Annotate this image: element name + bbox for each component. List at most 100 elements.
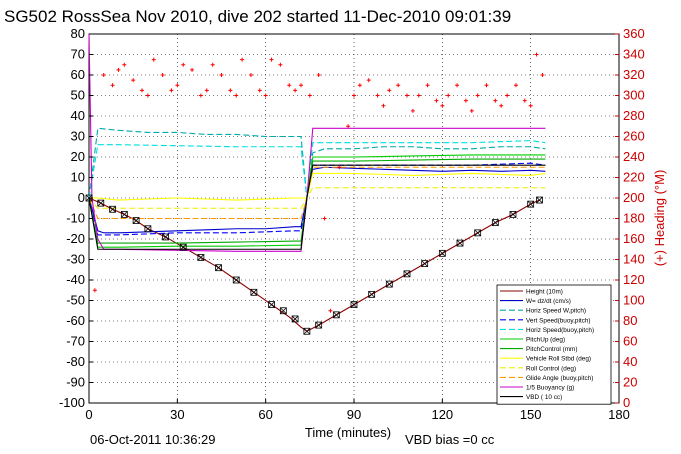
heading-point [387, 88, 392, 93]
legend-label: Horiz Speed W,pitch) [526, 308, 586, 315]
heading-point [528, 103, 533, 108]
series-line [88, 166, 546, 220]
position-marker-box [97, 199, 105, 207]
series-line [88, 187, 546, 209]
right-y-tick-label: 180 [623, 211, 645, 226]
heading-point [169, 88, 174, 93]
position-marker-box [215, 264, 222, 272]
heading-point [337, 165, 342, 170]
position-marker [527, 200, 535, 208]
heading-point [299, 83, 303, 88]
heading-point [484, 83, 489, 88]
right-y-tick-label: 320 [623, 67, 645, 82]
series-line [89, 172, 546, 201]
heading-point [234, 93, 239, 98]
position-marker [421, 260, 429, 268]
heading-point [316, 73, 321, 77]
right-y-tick-label: 260 [623, 129, 645, 144]
heading-point [522, 98, 527, 103]
heading-point [381, 103, 386, 108]
heading-point [101, 73, 106, 77]
position-marker-x2 [303, 327, 311, 335]
series-line [88, 166, 546, 234]
heading-point [463, 98, 468, 103]
heading-point [475, 93, 480, 98]
position-marker-box [120, 210, 128, 218]
legend: Height (10m) W= dz/dt (cm/s) Horiz Speed W… [496, 284, 612, 405]
heading-point [257, 88, 262, 93]
heading-point [328, 308, 333, 313]
y-tick-label: 50 [71, 88, 85, 103]
right-y-tick-label: 140 [623, 252, 645, 267]
y-tick-labels: -100-90-80-70-60-50-40-30-20-10010203040… [59, 26, 93, 410]
heading-point [287, 83, 292, 88]
right-y-tick-label: 160 [623, 231, 645, 246]
position-marker-box [385, 280, 393, 288]
heading-point [469, 108, 474, 113]
x-tick-label: 60 [258, 407, 272, 422]
right-y-tick-label: 360 [623, 26, 645, 41]
y-tick-label: 20 [71, 149, 85, 164]
heading-point [505, 93, 510, 98]
y-tick-label: -50 [66, 293, 85, 308]
heading-point [204, 88, 209, 93]
legend-label: Roll Control (deg) [526, 365, 576, 372]
heading-point [175, 83, 180, 88]
right-y-tick-labels: 0 20 40 60 80 100 120 140 160 180 200 220 240 260 280 3… [615, 26, 645, 410]
position-marker-box [162, 233, 169, 241]
y-tick-label: 60 [71, 67, 85, 82]
right-y-tick-label: 40 [623, 354, 637, 369]
position-marker-x2 [527, 200, 534, 208]
heading-point [240, 57, 245, 62]
chart-title: SG502 RossSea Nov 2010, dive 202 started… [4, 7, 511, 26]
legend-label: Vehicle Roll Stbd (deg) [526, 356, 591, 363]
position-marker-box [250, 288, 258, 296]
position-marker-x2 [280, 307, 287, 315]
heading-point [181, 62, 186, 67]
position-marker [350, 301, 358, 309]
position-marker-box [109, 205, 116, 213]
position-marker-box [421, 260, 429, 268]
y-tick-label: -20 [66, 231, 85, 246]
heading-point [269, 57, 274, 62]
position-marker-box [368, 290, 376, 298]
position-marker [162, 233, 169, 241]
heading-point [534, 52, 539, 57]
x-tick-label: 0 [85, 407, 92, 422]
position-marker [144, 225, 152, 233]
x-tick-label: 90 [347, 407, 361, 422]
y-tick-label: -90 [66, 375, 85, 390]
position-marker [132, 217, 140, 224]
position-marker-box [291, 315, 299, 323]
position-marker [474, 229, 482, 237]
legend-label: Horiz Speed(buoy,pitch) [526, 327, 594, 334]
right-y-axis-label: (+) Heading (°M) [652, 170, 667, 267]
legend-label: PitchUp (deg) [526, 337, 565, 344]
position-marker [232, 276, 240, 284]
position-marker [303, 327, 311, 335]
heading-point [410, 108, 415, 113]
position-marker-x2 [132, 217, 140, 224]
position-marker-x2 [368, 291, 375, 298]
position-markers [85, 194, 543, 335]
heading-point [122, 62, 127, 67]
position-marker-box [132, 217, 140, 224]
heading-point [322, 216, 327, 221]
heading-point [434, 98, 439, 103]
heading-point [210, 62, 215, 67]
heading-point [140, 88, 144, 93]
right-y-tick-label: 240 [623, 149, 645, 164]
position-marker-box [509, 210, 517, 218]
legend-box [496, 284, 612, 405]
position-marker-box [491, 219, 499, 227]
heading-point [92, 288, 97, 293]
position-marker-box [144, 225, 152, 233]
x-tick-labels: 0 30 60 90 120 150 180 [85, 399, 630, 422]
right-y-tick-label: 220 [623, 170, 645, 185]
position-marker-x2 [215, 264, 222, 271]
right-y-tick-label: 200 [623, 190, 645, 205]
position-marker [279, 307, 287, 315]
position-marker-box [474, 229, 482, 237]
position-marker-x2 [456, 239, 464, 247]
position-marker-x2 [250, 289, 258, 296]
